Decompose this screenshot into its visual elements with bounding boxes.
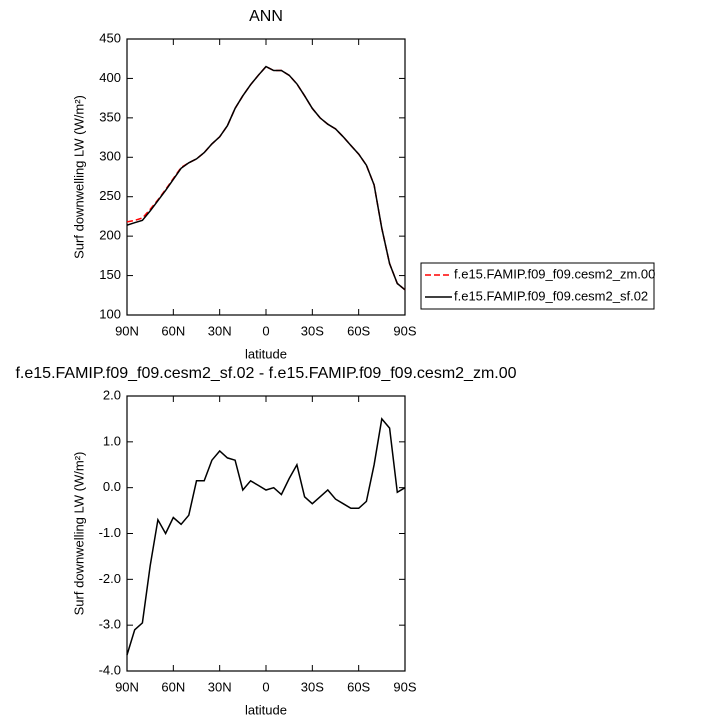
data-line (126, 65, 406, 291)
plot-frame (126, 395, 406, 672)
x-axis-label: latitude (245, 702, 287, 717)
data-line (126, 65, 406, 291)
y-tick-label: 200 (99, 228, 121, 243)
y-axis-label: Surf downwelling LW (W/m²) (71, 95, 86, 259)
x-tick-label: 30N (208, 323, 232, 338)
y-tick-label: 400 (99, 70, 121, 85)
x-tick-label: 90S (393, 679, 416, 694)
y-tick-label: 350 (99, 109, 121, 124)
plot-frame (126, 38, 406, 316)
x-tick-label: 0 (262, 679, 269, 694)
chart-title: ANN (249, 8, 283, 25)
y-tick-label: 450 (99, 30, 121, 45)
x-tick-label: 90S (393, 323, 416, 338)
legend-label: f.e15.FAMIP.f09_f09.cesm2_sf.02 (454, 288, 648, 303)
y-tick-label: -4.0 (99, 662, 121, 677)
legend-box (420, 262, 655, 310)
y-tick-label: -3.0 (99, 617, 121, 632)
x-tick-label: 30S (301, 323, 324, 338)
x-tick-label: 60S (347, 323, 370, 338)
y-tick-label: 150 (99, 267, 121, 282)
y-axis-label: Surf downwelling LW (W/m²) (71, 452, 86, 616)
x-tick-label: 90N (115, 679, 139, 694)
y-tick-label: 300 (99, 149, 121, 164)
legend-label: f.e15.FAMIP.f09_f09.cesm2_zm.00 (454, 266, 655, 281)
y-tick-label: 250 (99, 188, 121, 203)
y-tick-label: 2.0 (103, 387, 121, 402)
x-tick-label: 30S (301, 679, 324, 694)
x-tick-label: 60N (161, 323, 185, 338)
x-tick-label: 60S (347, 679, 370, 694)
y-tick-label: 100 (99, 306, 121, 321)
y-tick-label: 0.0 (103, 479, 121, 494)
data-line (126, 417, 406, 656)
x-tick-label: 30N (208, 679, 232, 694)
chart-title: f.e15.FAMIP.f09_f09.cesm2_sf.02 - f.e15.… (15, 365, 516, 382)
x-tick-label: 60N (161, 679, 185, 694)
y-tick-label: 1.0 (103, 433, 121, 448)
y-tick-label: -2.0 (99, 571, 121, 586)
x-tick-label: 0 (262, 323, 269, 338)
x-axis-label: latitude (245, 346, 287, 361)
y-tick-label: -1.0 (99, 525, 121, 540)
x-tick-label: 90N (115, 323, 139, 338)
